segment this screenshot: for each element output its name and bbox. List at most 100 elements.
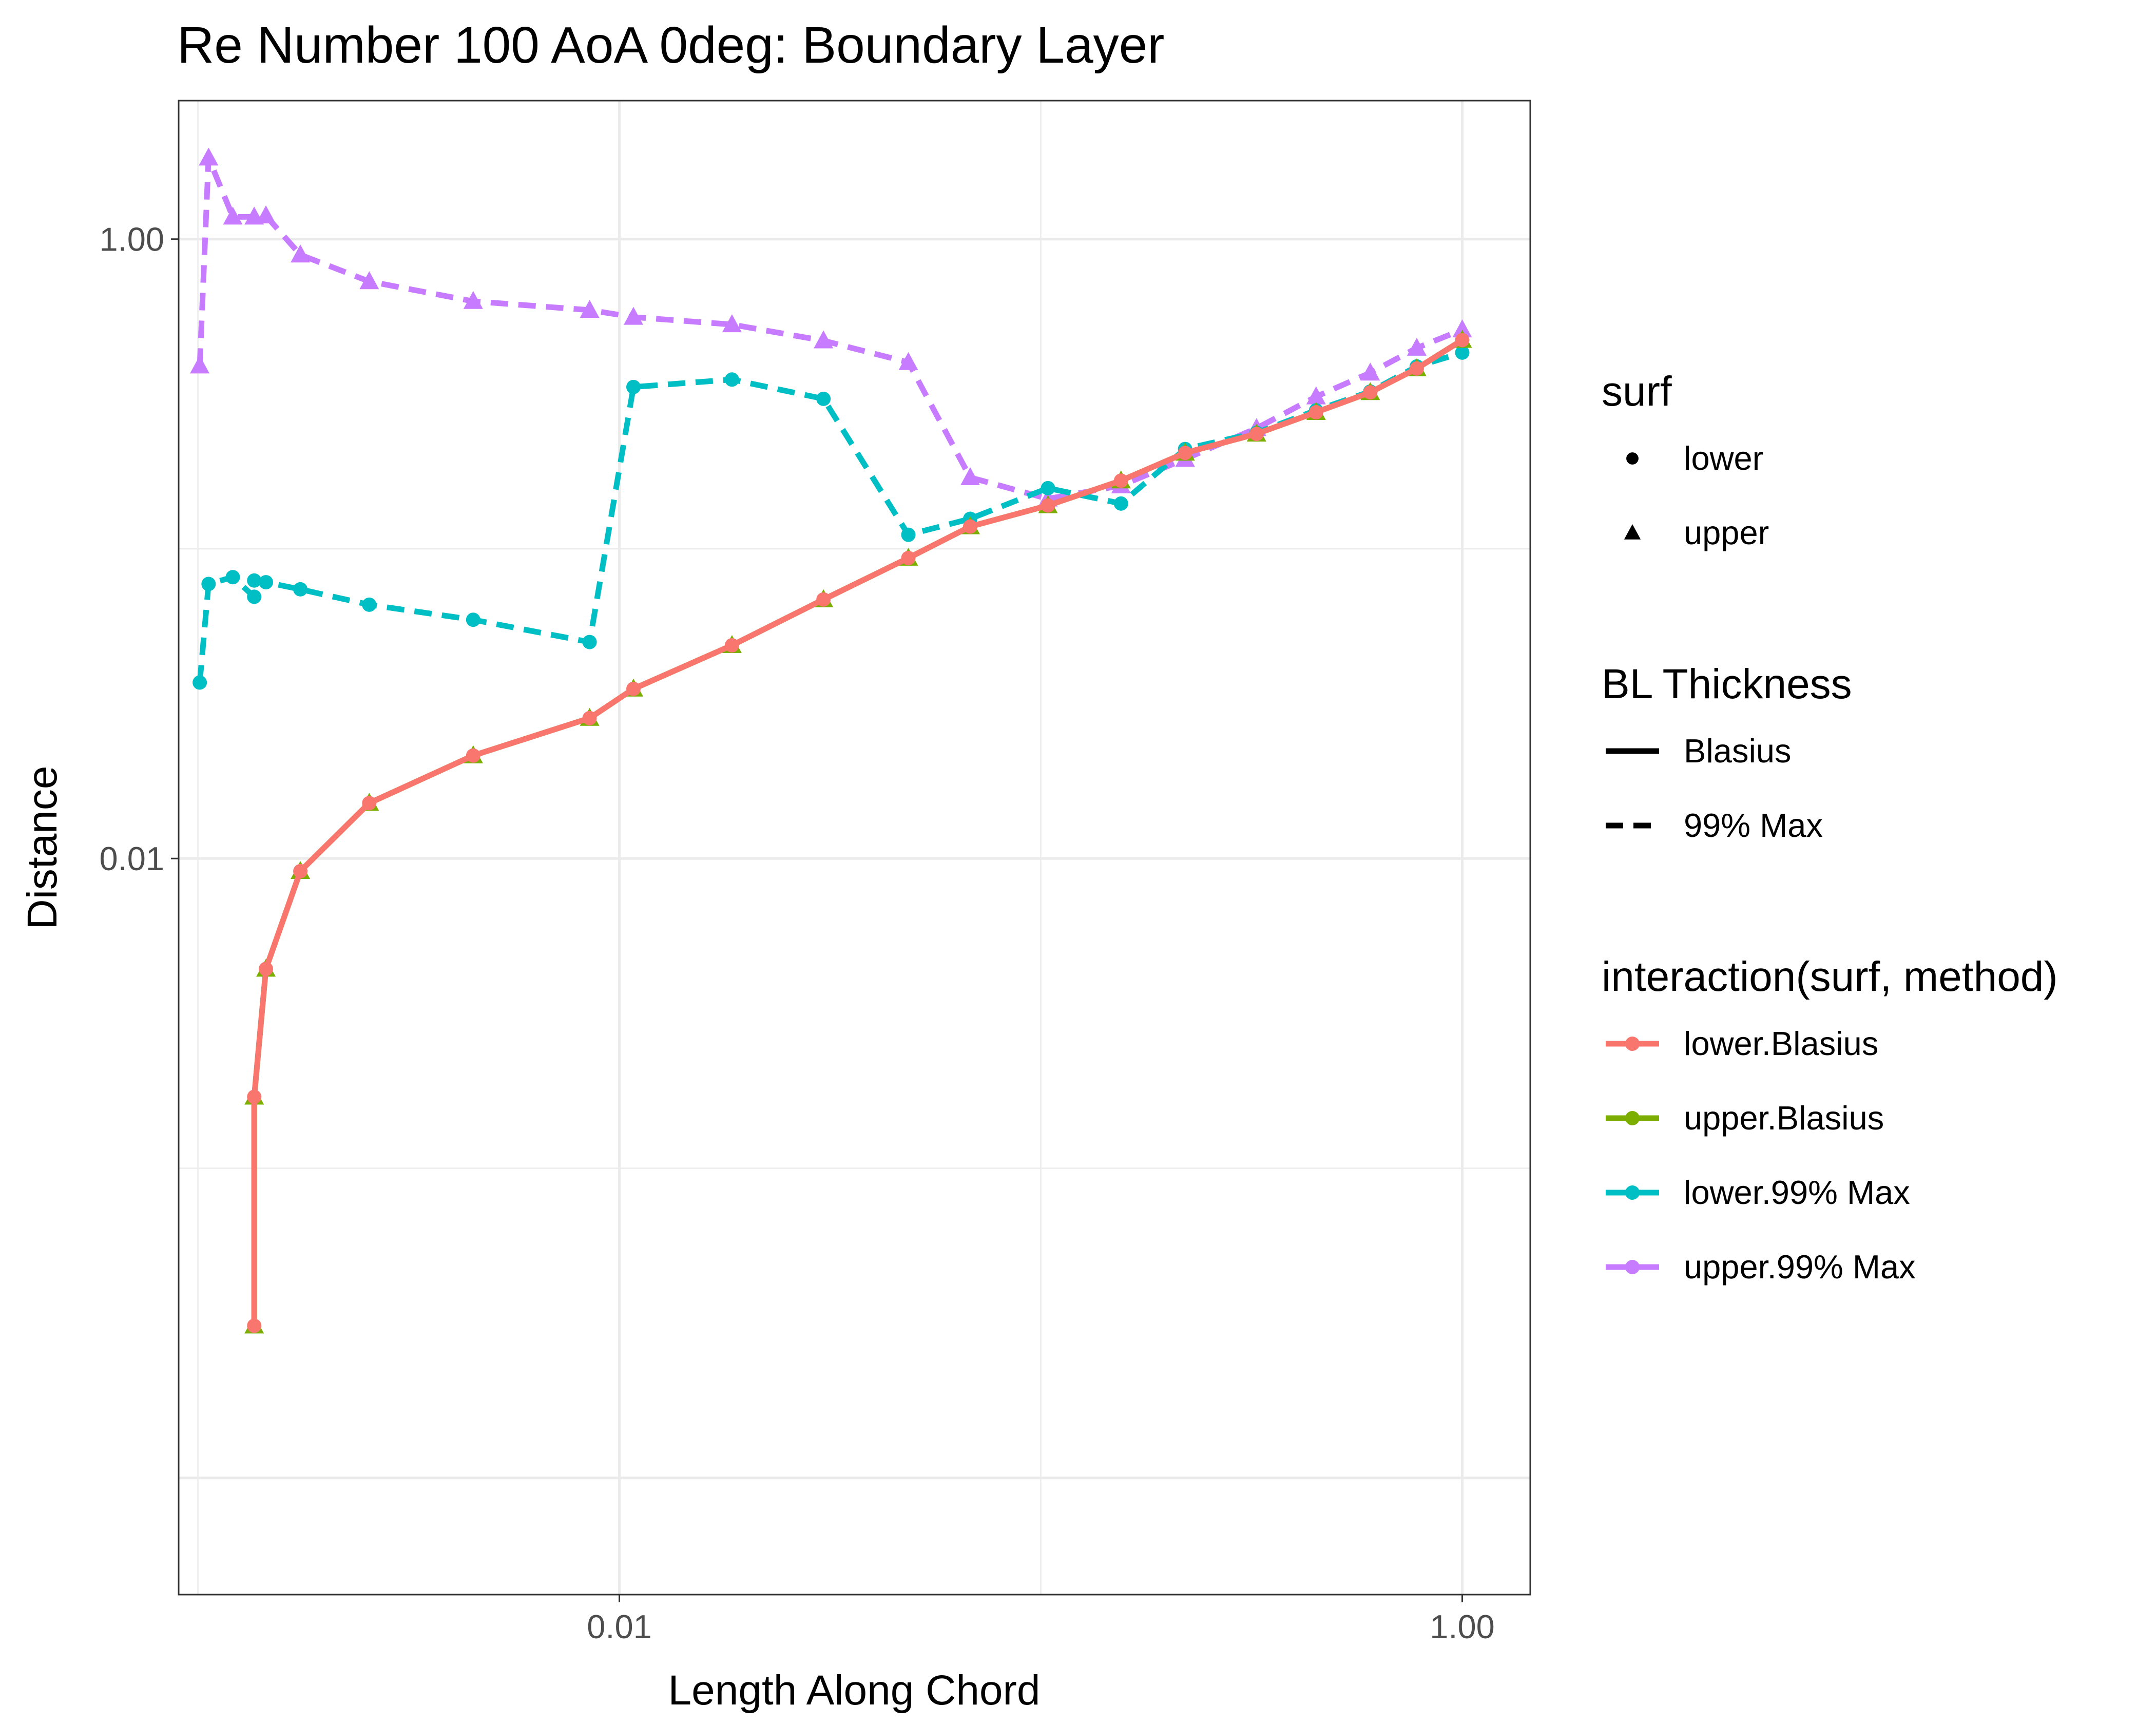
data-point-upper-99-max	[960, 467, 980, 485]
y-axis-title: Distance	[19, 765, 66, 929]
data-point-upper-99-max	[1452, 319, 1472, 338]
data-point-lower-blasius	[963, 519, 978, 534]
data-point-upper-99-max	[256, 205, 276, 224]
data-point-lower-blasius	[259, 962, 274, 976]
data-point-lower-blasius	[1363, 385, 1378, 400]
data-point-lower-99-max	[247, 573, 262, 588]
x-axis-title: Length Along Chord	[668, 1667, 1041, 1714]
legend: surf lower upper BL Thickness Blasius 99% Max…	[1602, 368, 2058, 1286]
data-point-upper-99-max	[190, 355, 210, 374]
data-point-upper-99-max	[623, 306, 643, 325]
data-point-lower-99-max	[259, 575, 274, 590]
data-point-upper-99-max	[199, 147, 219, 166]
data-point-upper-99-max	[1407, 337, 1427, 356]
legend-title: surf	[1602, 368, 1672, 415]
data-point-lower-blasius	[362, 796, 377, 811]
series-lower-blasius	[247, 333, 1470, 1333]
data-point-lower-99-max	[1041, 481, 1055, 495]
legend-label: upper.Blasius	[1684, 1099, 1884, 1137]
y-tick-label: 1.00	[99, 221, 164, 258]
legend-group-3: interaction(surf, method) lower.Blasius up…	[1602, 953, 2058, 1286]
series-layer	[190, 147, 1472, 1334]
data-point-lower-blasius	[1249, 427, 1264, 442]
data-point-lower-99-max	[201, 577, 216, 591]
data-point-lower-blasius	[901, 550, 916, 565]
legend-item: lower.99% Max	[1606, 1174, 1910, 1211]
data-point-lower-99-max	[626, 379, 641, 394]
legend-label: 99% Max	[1684, 807, 1823, 844]
panel-border	[178, 100, 1531, 1596]
data-point-lower-blasius	[1308, 405, 1323, 420]
legend-key-point	[1625, 1185, 1640, 1200]
data-point-lower-blasius	[1113, 473, 1128, 488]
plot-panel	[178, 100, 1531, 1596]
legend-key-point	[1625, 1111, 1640, 1125]
y-tick-label: 0.01	[99, 840, 164, 877]
legend-item: 99% Max	[1606, 807, 1823, 844]
data-point-upper-99-max	[291, 244, 311, 263]
legend-label: upper	[1684, 514, 1769, 551]
data-point-lower-99-max	[192, 675, 207, 690]
legend-label: Blasius	[1684, 732, 1792, 770]
legend-label: lower	[1684, 439, 1763, 477]
data-point-lower-blasius	[582, 711, 597, 725]
legend-item: lower.Blasius	[1606, 1025, 1878, 1062]
legend-key-triangle	[1624, 524, 1641, 540]
legend-group-1: surf lower upper	[1602, 368, 1769, 551]
legend-label: upper.99% Max	[1684, 1248, 1916, 1286]
data-point-lower-99-max	[1455, 345, 1470, 360]
data-point-lower-99-max	[724, 372, 739, 387]
data-point-lower-blasius	[1455, 333, 1470, 348]
x-tick-label: 1.00	[1430, 1608, 1495, 1645]
data-point-upper-99-max	[359, 271, 379, 290]
data-point-lower-blasius	[247, 1318, 262, 1333]
data-point-lower-blasius	[1409, 361, 1424, 376]
legend-item: lower	[1626, 439, 1763, 477]
chart-title: Re Number 100 AoA 0deg: Boundary Layer	[177, 16, 1165, 74]
panel-background	[179, 101, 1530, 1595]
legend-key-circle	[1626, 452, 1639, 465]
data-point-lower-blasius	[724, 638, 739, 653]
data-point-lower-blasius	[466, 748, 480, 763]
legend-group-2: BL Thickness Blasius 99% Max	[1602, 661, 1852, 844]
legend-label: lower.Blasius	[1684, 1025, 1878, 1062]
data-point-lower-blasius	[816, 592, 831, 607]
data-point-lower-blasius	[247, 1089, 262, 1104]
legend-title: interaction(surf, method)	[1602, 953, 2058, 1000]
data-point-lower-99-max	[466, 612, 480, 627]
series-line-upper-99-max	[197, 155, 1464, 502]
x-axis: 0.01 1.00	[587, 1595, 1495, 1645]
data-point-lower-99-max	[225, 570, 240, 585]
data-point-lower-blasius	[1178, 446, 1192, 461]
legend-item: upper.99% Max	[1606, 1248, 1916, 1286]
legend-key-point	[1625, 1260, 1640, 1274]
data-point-lower-99-max	[1113, 496, 1128, 511]
legend-label: lower.99% Max	[1684, 1174, 1910, 1211]
data-point-upper-99-max	[1306, 386, 1326, 405]
legend-item: upper.Blasius	[1606, 1099, 1884, 1137]
data-point-upper-99-max	[223, 206, 243, 225]
data-point-lower-99-max	[582, 635, 597, 649]
data-point-lower-99-max	[901, 527, 916, 542]
data-point-upper-99-max	[722, 314, 742, 333]
y-axis: 0.01 1.00	[99, 221, 179, 877]
data-point-lower-99-max	[816, 391, 831, 406]
legend-title: BL Thickness	[1602, 661, 1852, 707]
data-point-upper-99-max	[1360, 362, 1380, 381]
legend-item: Blasius	[1606, 732, 1792, 770]
data-point-lower-blasius	[293, 864, 308, 878]
data-point-lower-blasius	[626, 681, 641, 696]
data-point-upper-99-max	[580, 299, 600, 318]
data-point-upper-99-max	[463, 291, 483, 309]
legend-item: upper	[1624, 514, 1769, 551]
legend-key-point	[1625, 1037, 1640, 1051]
data-point-upper-99-max	[814, 330, 834, 349]
data-point-upper-99-max	[898, 352, 918, 370]
data-point-lower-blasius	[1041, 498, 1055, 513]
series-line-lower-blasius	[251, 337, 1464, 1326]
x-tick-label: 0.01	[587, 1608, 652, 1645]
data-point-lower-99-max	[293, 582, 308, 597]
data-point-lower-99-max	[247, 589, 262, 604]
data-point-lower-99-max	[362, 597, 377, 612]
